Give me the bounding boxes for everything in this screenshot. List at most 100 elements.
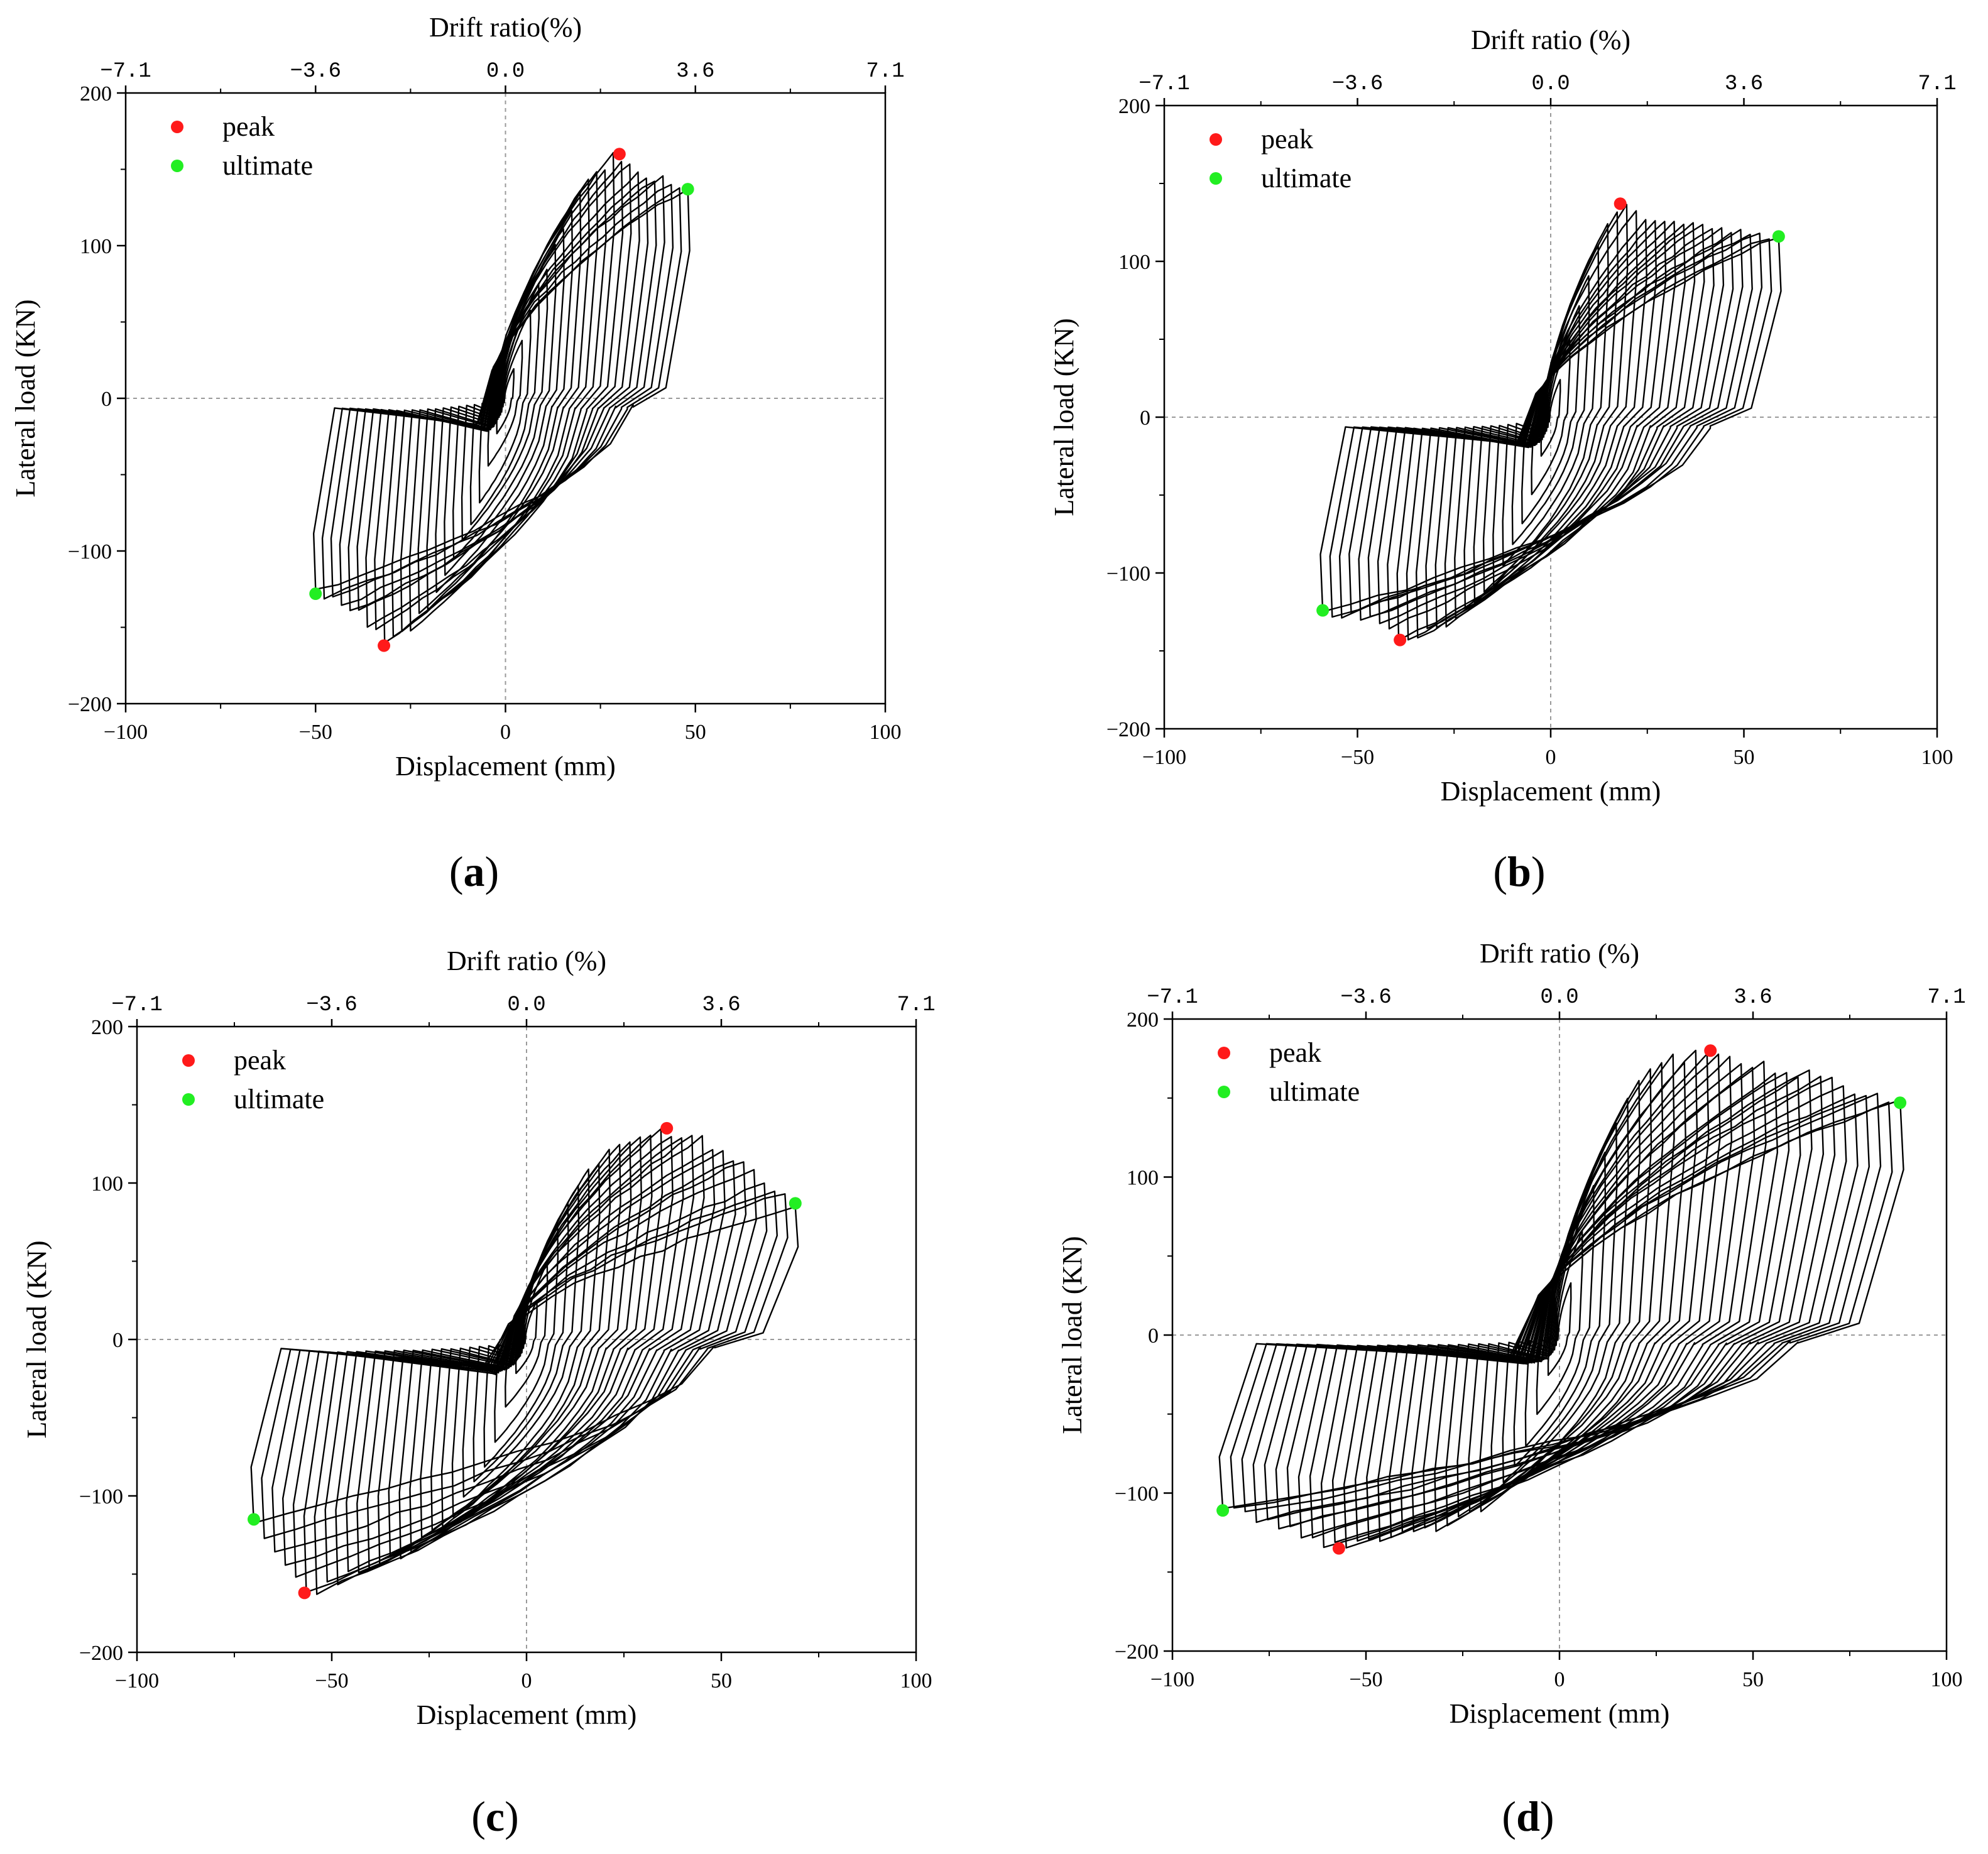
panel-label-open: (: [1493, 848, 1507, 895]
ultimate-point: [1894, 1096, 1907, 1110]
hysteresis-loop: [250, 1206, 799, 1524]
hysteresis-loop: [1319, 237, 1782, 613]
x-tick-label: 50: [1742, 1668, 1764, 1691]
x-tick-label: 50: [685, 721, 706, 744]
y-axis-title: Lateral load (KN): [10, 299, 41, 497]
panel-label: (c): [471, 1792, 519, 1840]
hysteresis-loop: [1425, 221, 1676, 630]
ultimate-point: [681, 183, 694, 196]
panel-label-open: (: [449, 848, 464, 895]
hysteresis-loop: [1275, 1085, 1847, 1530]
x-tick-label: −100: [115, 1669, 159, 1693]
drift-tick-label: −3.6: [1340, 986, 1392, 1010]
hysteresis-loop: [383, 161, 624, 644]
hysteresis-loop: [1416, 223, 1686, 639]
panel-label-letter: a: [464, 848, 485, 895]
hysteresis-loop: [430, 1143, 621, 1531]
y-tick-label: 0: [101, 388, 112, 411]
peak-point: [1614, 197, 1627, 210]
x-tick-label: −100: [1142, 746, 1186, 769]
hysteresis-loop: [1536, 1230, 1583, 1415]
x-tick-label: 0: [1554, 1668, 1565, 1691]
legend-peak-marker: [182, 1054, 195, 1067]
y-axis-title: Lateral load (KN): [21, 1240, 52, 1438]
ultimate-point: [248, 1513, 260, 1526]
hysteresis-loop: [339, 175, 665, 606]
hysteresis-loop: [356, 177, 649, 611]
x-tick-label: 100: [900, 1669, 932, 1693]
drift-tick-label: 7.1: [897, 993, 935, 1017]
hysteresis-loop: [313, 188, 691, 591]
legend-ultimate-label: ultimate: [234, 1084, 324, 1115]
hysteresis-loop: [1444, 220, 1658, 628]
hysteresis-loop: [469, 283, 540, 526]
panel-label-close: ): [1540, 1792, 1554, 1840]
drift-tick-label: 3.6: [702, 993, 740, 1017]
panel-label-close: ): [1531, 848, 1546, 895]
drift-ratio-title: Drift ratio (%): [1480, 938, 1639, 969]
hysteresis-loop: [1331, 1072, 1790, 1543]
hysteresis-loop: [1406, 222, 1696, 641]
chart-panel-d: −100 −50 0 50 100 200 100 0 −100 −200 −7.1 −3.6 0.0 3…: [1057, 938, 1966, 1840]
hysteresis-loop: [1463, 210, 1638, 609]
hysteresis-loop: [1252, 1094, 1870, 1524]
y-tick-label: −100: [1115, 1483, 1159, 1506]
hysteresis-loop: [1358, 229, 1744, 621]
legend-peak-label: peak: [222, 111, 275, 142]
drift-tick-label: −7.1: [1147, 986, 1198, 1010]
y-tick-label: −200: [79, 1642, 123, 1665]
x-axis-title: Displacement (mm): [1450, 1698, 1670, 1729]
hysteresis-loop: [1309, 1069, 1813, 1539]
x-axis-title: Displacement (mm): [395, 751, 616, 782]
hysteresis-loop: [271, 1191, 778, 1553]
ultimate-point: [1216, 1504, 1230, 1517]
x-tick-label: 50: [1734, 746, 1755, 769]
y-axis-title: Lateral load (KN): [1049, 318, 1079, 516]
hysteresis-loop: [1377, 1063, 1744, 1542]
y-tick-label: 200: [91, 1016, 123, 1039]
y-tick-label: −100: [79, 1485, 123, 1508]
hysteresis-loop: [1511, 275, 1590, 545]
hysteresis-loop: [292, 1169, 757, 1578]
x-tick-label: 0: [500, 721, 511, 744]
panel-label-close: ): [505, 1792, 519, 1840]
drift-tick-label: 7.1: [866, 60, 904, 84]
legend-peak-marker: [1218, 1047, 1230, 1059]
x-tick-label: 0: [522, 1669, 532, 1693]
x-tick-label: −50: [299, 721, 332, 744]
hysteresis-loop: [365, 171, 640, 628]
legend-ultimate-label: ultimate: [222, 150, 313, 181]
x-tick-label: −50: [1349, 1668, 1382, 1691]
hysteresis-loop: [1297, 1076, 1824, 1539]
hysteresis-loop: [487, 339, 523, 467]
panel-label-close: ): [485, 848, 500, 895]
hysteresis-loop: [388, 1128, 664, 1558]
drift-ratio-title: Drift ratio (%): [447, 946, 606, 976]
hysteresis-loop: [1396, 224, 1705, 641]
x-tick-label: −100: [104, 721, 148, 744]
hysteresis-loop: [1540, 379, 1561, 457]
panel-label-letter: c: [486, 1792, 505, 1840]
peak-point: [1332, 1542, 1345, 1555]
hysteresis-loop: [1531, 339, 1571, 496]
x-tick-label: 0: [1546, 746, 1556, 769]
hysteresis-loop: [515, 1300, 538, 1375]
hysteresis-curves: [1319, 204, 1782, 641]
hysteresis-loop: [1218, 1099, 1904, 1510]
hysteresis-loop: [478, 310, 532, 504]
legend-ultimate-marker: [171, 160, 183, 172]
hysteresis-loop: [1230, 1101, 1893, 1509]
drift-tick-label: −7.1: [111, 993, 163, 1017]
legend-ultimate-label: ultimate: [1261, 163, 1352, 194]
hysteresis-loop: [1377, 227, 1725, 624]
y-tick-label: 100: [1127, 1167, 1159, 1190]
hysteresis-loop: [282, 1182, 768, 1566]
y-tick-label: 0: [112, 1329, 123, 1352]
x-tick-label: 100: [1921, 746, 1953, 769]
y-tick-label: −200: [1106, 718, 1150, 741]
hysteresis-loop: [1338, 232, 1763, 619]
drift-tick-label: 0.0: [1540, 986, 1578, 1010]
hysteresis-curves: [313, 152, 691, 644]
peak-point: [660, 1121, 674, 1135]
